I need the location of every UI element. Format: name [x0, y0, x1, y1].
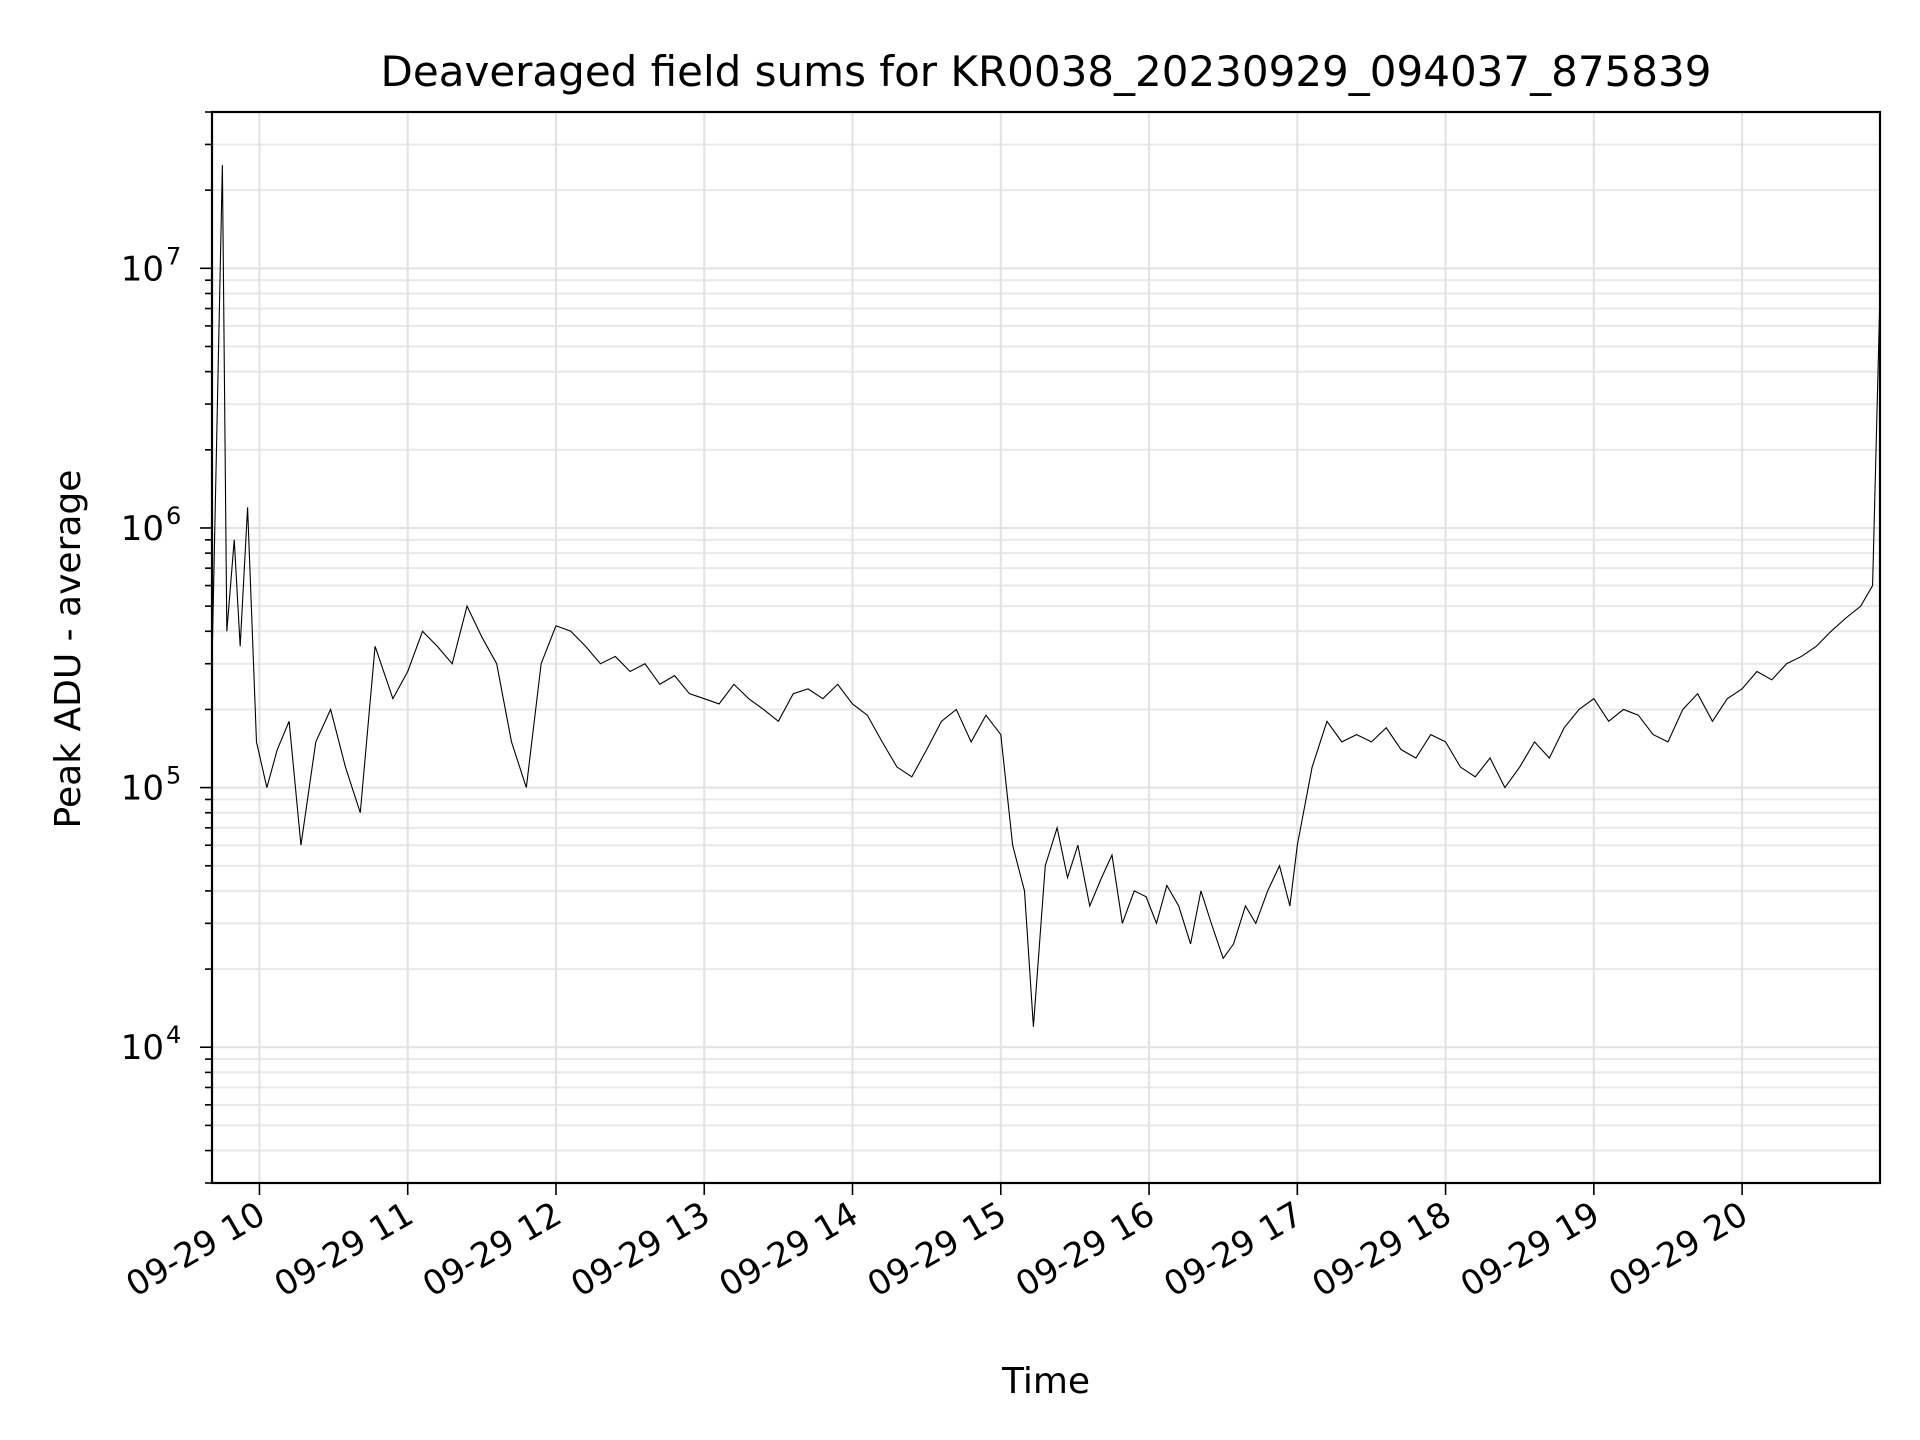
y-tick-label: 10 [121, 769, 164, 809]
chart-title: Deaveraged field sums for KR0038_2023092… [381, 47, 1712, 96]
y-tick-label-exponent: 4 [166, 1021, 181, 1049]
y-tick-label: 10 [121, 509, 164, 549]
y-tick-label-exponent: 6 [166, 502, 181, 530]
y-tick-label: 10 [121, 1028, 164, 1068]
plot-frame [210, 110, 1882, 1185]
y-tick-label: 10 [121, 249, 164, 289]
x-axis-label: Time [1001, 1361, 1090, 1402]
y-axis-label: Peak ADU - average [48, 470, 89, 829]
y-tick-label-exponent: 5 [166, 762, 181, 790]
y-tick-label-exponent: 7 [166, 242, 181, 270]
series-layer [211, 164, 1881, 1027]
grid-layer [212, 111, 1880, 1184]
series-line [211, 164, 1881, 1027]
